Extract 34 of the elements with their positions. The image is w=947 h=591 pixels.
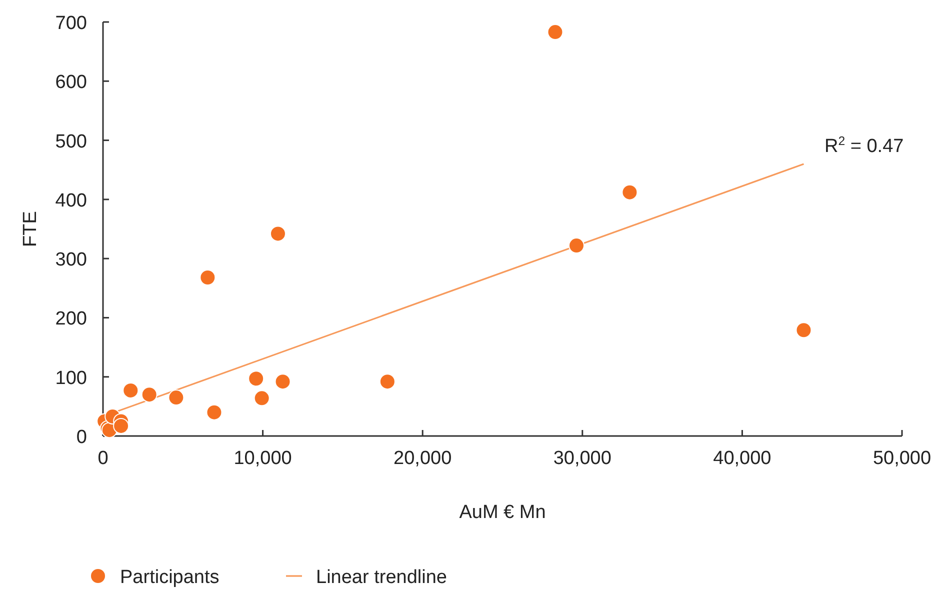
y-axis-title: FTE xyxy=(20,211,41,247)
y-tick-label: 700 xyxy=(55,13,87,34)
legend-label: Participants xyxy=(120,567,220,588)
point xyxy=(379,374,396,390)
point xyxy=(206,404,222,420)
x-tick-label: 30,000 xyxy=(553,448,612,469)
y-tick-label: 200 xyxy=(55,308,87,330)
point xyxy=(141,386,158,403)
x-axis-title: AuM € Mn xyxy=(459,502,546,523)
x-tick-label: 50,000 xyxy=(872,448,932,469)
y-tick-label: 400 xyxy=(55,190,87,212)
point xyxy=(270,226,286,242)
y-tick-label: 600 xyxy=(55,72,87,94)
x-tick-label: 20,000 xyxy=(394,448,452,469)
annotation: R$^{2}$ = 0.47 xyxy=(824,134,904,157)
point xyxy=(168,390,184,406)
y-tick-label: 100 xyxy=(55,368,87,389)
x-tick-label: 0 xyxy=(98,448,108,469)
y-tick-label: 0 xyxy=(76,427,87,448)
y-tick-label: 500 xyxy=(55,131,87,152)
point xyxy=(254,390,270,406)
point xyxy=(568,238,584,254)
legend-label: Linear trendline xyxy=(316,567,447,588)
point xyxy=(796,322,812,338)
point xyxy=(622,184,638,200)
point xyxy=(122,382,139,398)
x-tick-label: 10,000 xyxy=(234,448,292,469)
x-tick-label: 40,000 xyxy=(713,448,772,469)
point xyxy=(547,24,564,40)
point xyxy=(200,269,216,286)
y-tick-label: 300 xyxy=(55,250,87,271)
point xyxy=(274,374,291,390)
point xyxy=(248,370,264,387)
point xyxy=(113,418,130,434)
